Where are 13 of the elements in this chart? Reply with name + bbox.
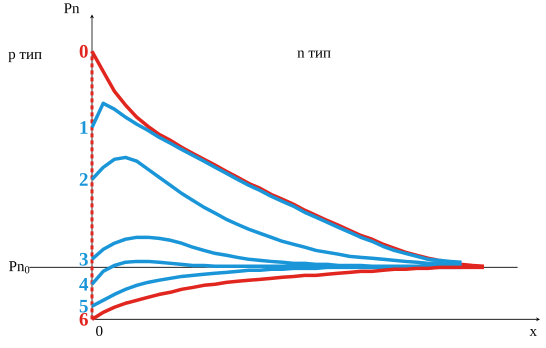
x-axis-title: x [530, 328, 537, 336]
series-label: 2 [80, 172, 88, 186]
annotation: n тип [297, 50, 331, 58]
series-label: 5 [80, 300, 88, 312]
series-label: 0 [80, 44, 88, 58]
ref-line-label: Pn$_{0}$ [9, 261, 30, 274]
series-label: 4 [79, 278, 88, 290]
series-label: 6 [80, 312, 88, 326]
series-label: 1 [80, 121, 88, 134]
y-axis-title: Pn [64, 3, 80, 13]
series-label: 3 [80, 252, 88, 266]
text: p тип [8, 52, 42, 62]
text: 0 [96, 326, 102, 336]
